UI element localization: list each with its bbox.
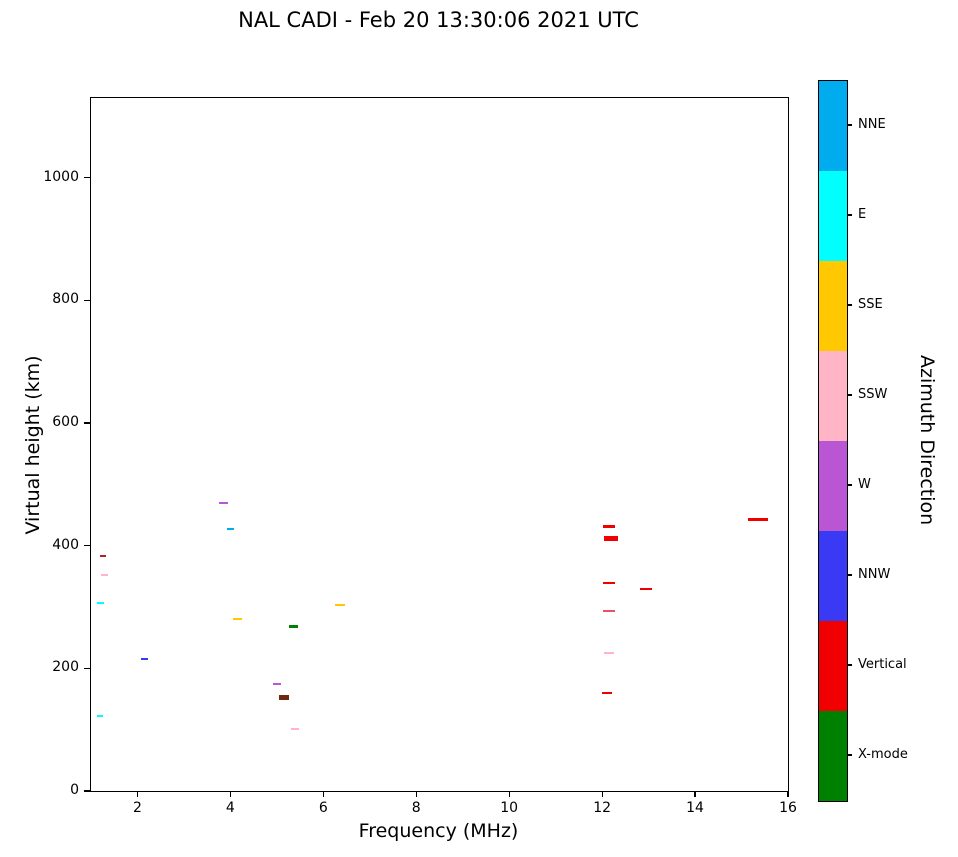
y-tick (83, 790, 90, 792)
data-point (640, 587, 653, 590)
data-point (601, 692, 612, 695)
colorbar-tick (848, 484, 852, 486)
y-tick-label: 0 (70, 782, 79, 798)
data-point (604, 652, 615, 654)
colorbar-category-label: NNE (858, 117, 886, 132)
y-tick (83, 299, 90, 301)
colorbar-category-label: SSE (858, 297, 883, 312)
x-tick-label: 2 (132, 800, 142, 816)
data-point (140, 657, 148, 660)
data-point (603, 610, 616, 613)
colorbar-axis-label: Azimuth Direction (916, 354, 938, 526)
colorbar-tick (848, 214, 852, 216)
y-tick-label: 200 (52, 659, 79, 676)
data-point (226, 527, 234, 530)
colorbar-segment-nnw (819, 531, 847, 621)
colorbar-category-label: Vertical (858, 657, 907, 672)
x-tick-label: 16 (779, 800, 797, 816)
colorbar-segment-w (819, 441, 847, 531)
colorbar (818, 80, 848, 802)
colorbar-tick (848, 394, 852, 396)
data-point (232, 617, 242, 620)
x-tick (508, 791, 510, 797)
colorbar-category-label: W (858, 477, 871, 492)
x-tick (694, 791, 696, 797)
x-tick-label: 10 (500, 800, 519, 816)
x-tick (787, 791, 789, 797)
data-point (603, 582, 616, 585)
data-point (99, 554, 106, 557)
x-tick-label: 6 (318, 800, 328, 816)
colorbar-segment-sse (819, 261, 847, 351)
colorbar-segment-vertical (819, 621, 847, 711)
x-tick-label: 12 (593, 800, 612, 816)
x-tick (229, 791, 231, 797)
y-tick (83, 667, 90, 669)
x-tick-label: 8 (411, 800, 421, 816)
data-point (218, 501, 228, 504)
x-tick (322, 791, 324, 797)
data-point (101, 574, 109, 577)
x-tick (136, 791, 139, 797)
chart-title: NAL CADI - Feb 20 13:30:06 2021 UTC (238, 8, 639, 32)
colorbar-segment-e (819, 171, 847, 261)
data-point (291, 728, 300, 731)
x-tick-label: 14 (686, 800, 704, 816)
plot-area: 2 4 6 8 10 12 14 16 0 200 400 600 800 1000 (43, 97, 797, 816)
data-point (272, 683, 281, 686)
colorbar-category-label: NNW (858, 567, 891, 582)
colorbar-category-label: X-mode (858, 747, 908, 762)
colorbar-segment-ssw (819, 351, 847, 441)
data-point (97, 715, 104, 718)
data-point (278, 695, 289, 701)
data-point (604, 536, 619, 542)
x-tick-label: 4 (225, 800, 235, 816)
y-tick-label: 400 (52, 536, 79, 553)
data-point (603, 524, 616, 528)
colorbar-tick (848, 124, 852, 126)
colorbar-category-label: E (858, 207, 867, 222)
y-tick (83, 545, 90, 547)
y-tick (83, 422, 90, 424)
y-tick-label: 600 (52, 414, 79, 431)
y-tick (83, 177, 90, 179)
data-point (334, 604, 345, 607)
x-axis-label: Frequency (MHz) (358, 820, 519, 842)
colorbar-segment-x-mode (819, 711, 847, 801)
data-point (288, 625, 298, 629)
data-point (96, 602, 104, 605)
x-tick (601, 791, 603, 797)
colorbar-tick (848, 574, 852, 576)
colorbar-category-label: SSW (858, 387, 888, 402)
data-point (747, 517, 768, 521)
x-tick (415, 791, 417, 797)
colorbar-segment-nne (819, 81, 847, 171)
colorbar-tick (848, 754, 852, 756)
y-tick-label: 1000 (43, 168, 79, 185)
colorbar-tick (848, 304, 852, 306)
y-tick-label: 800 (52, 291, 79, 308)
colorbar-tick (848, 664, 852, 666)
